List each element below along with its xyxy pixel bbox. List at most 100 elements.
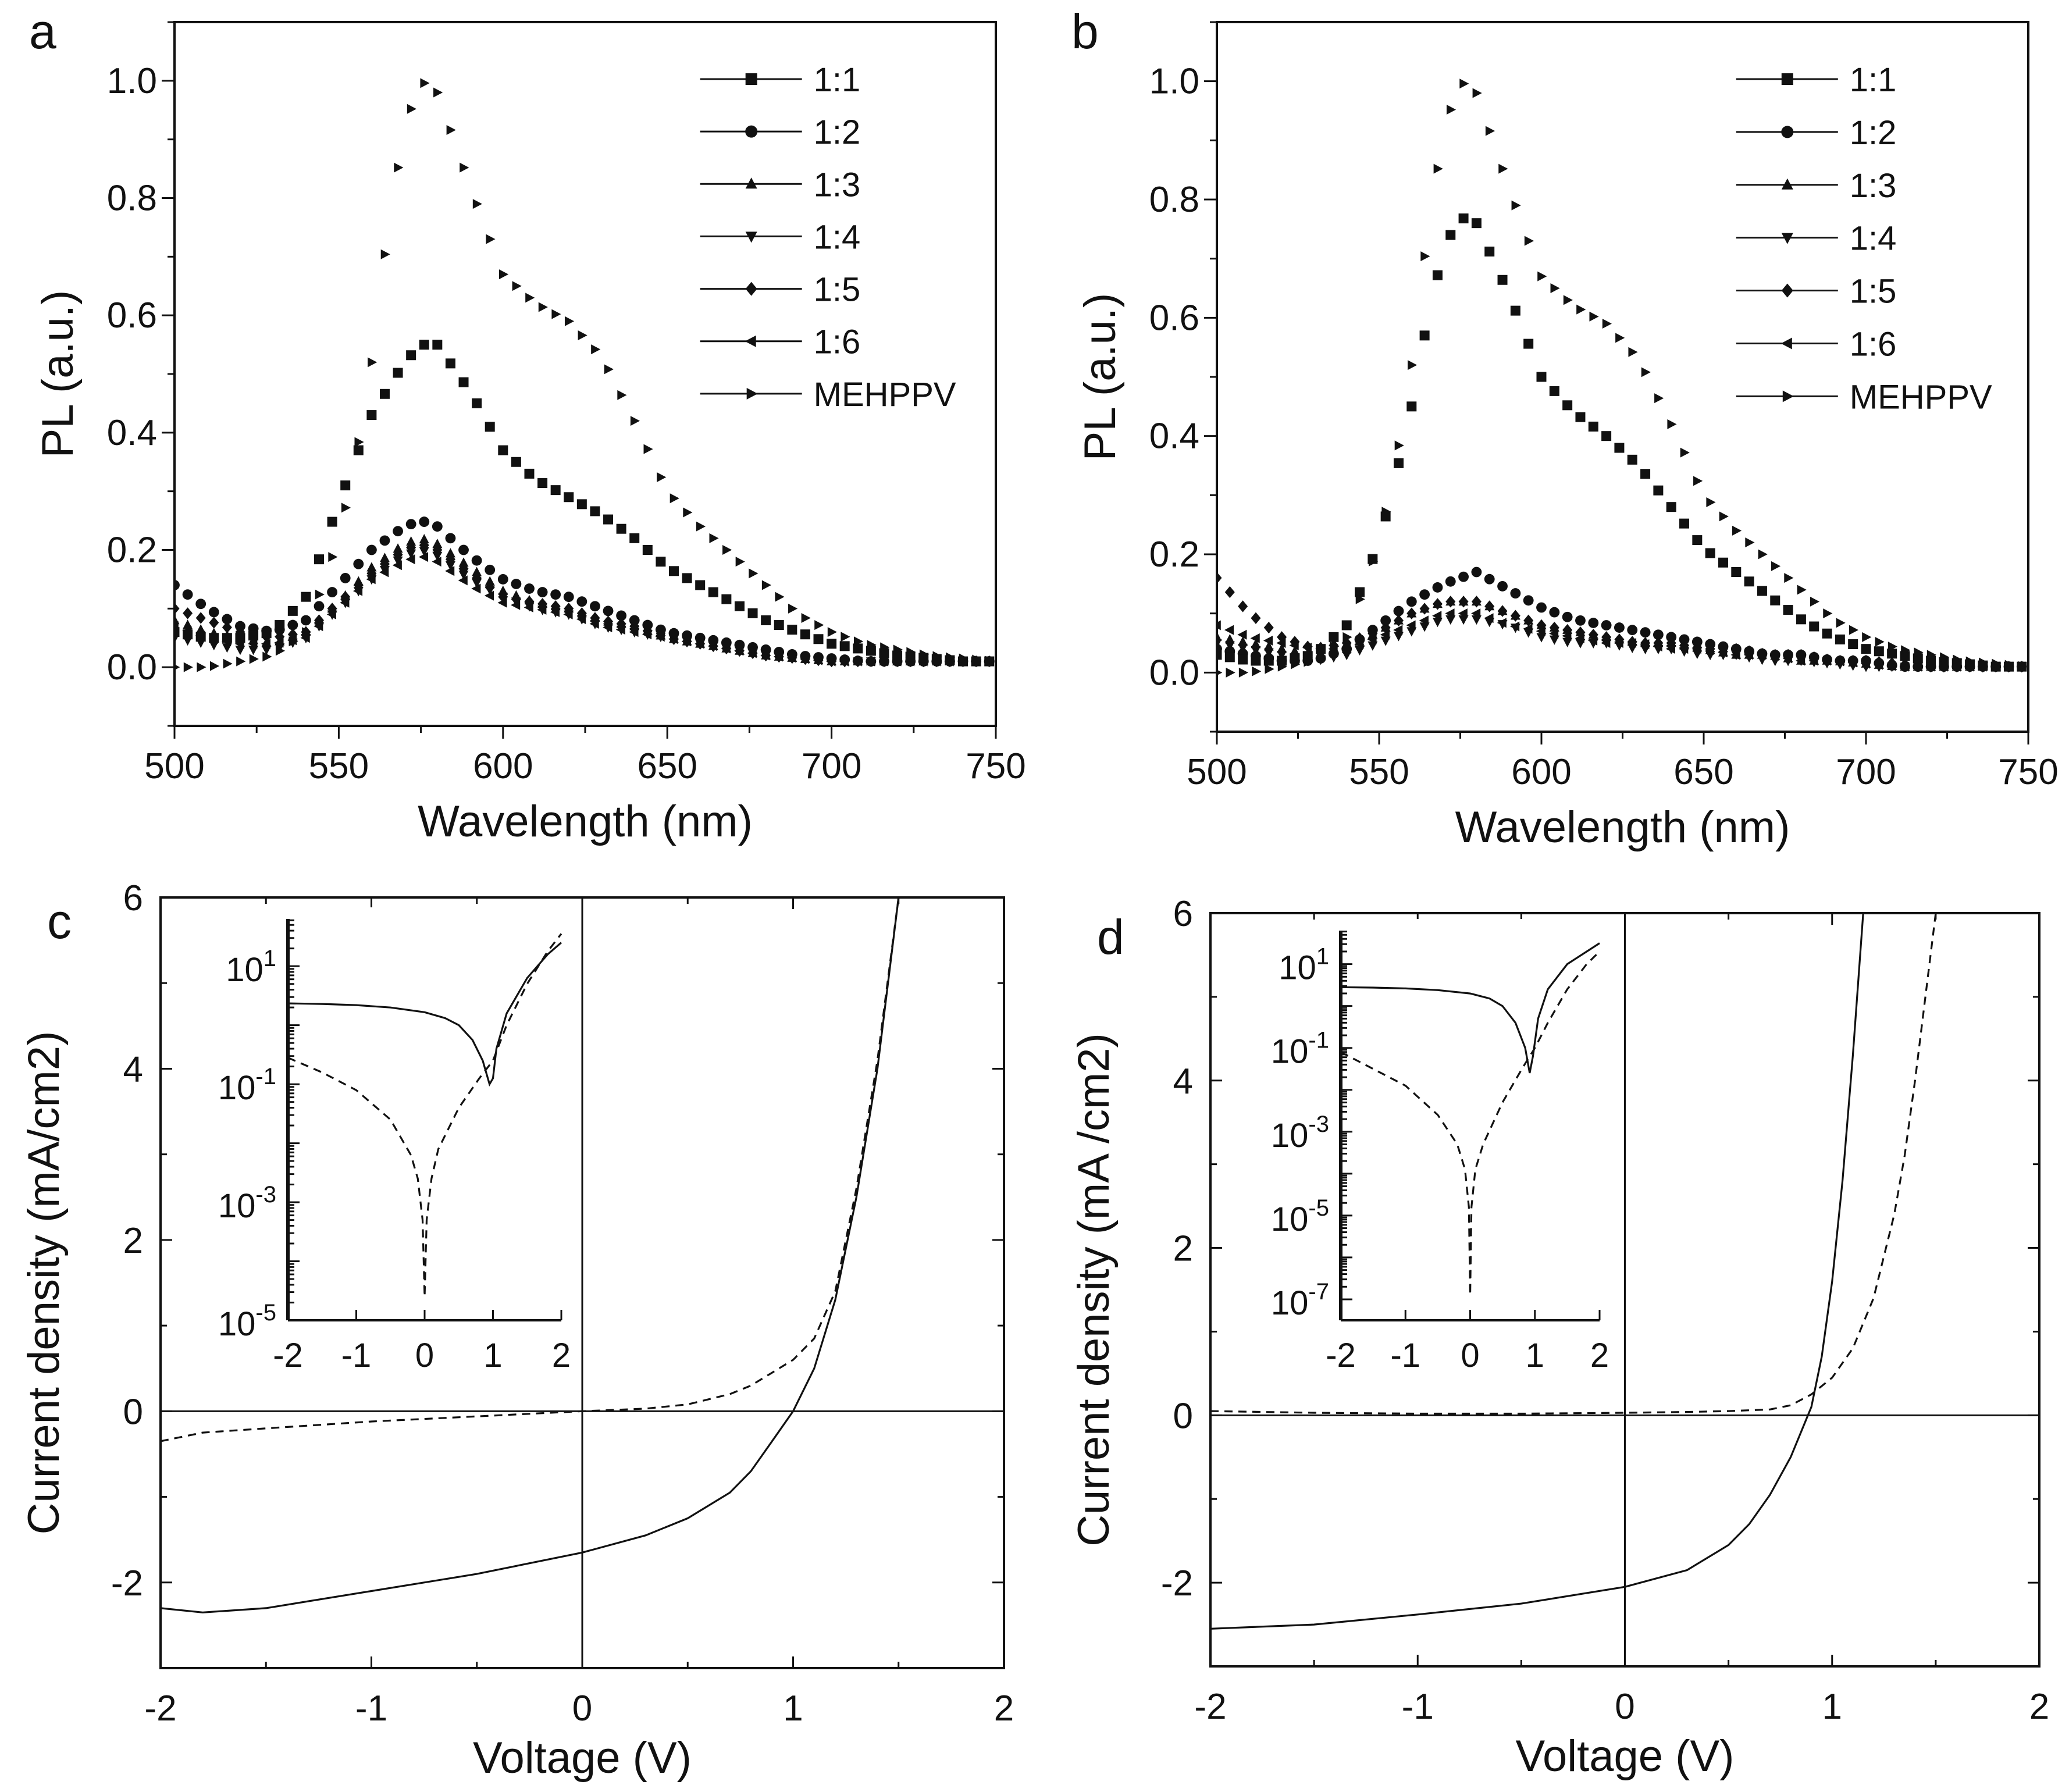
data-point [1406, 401, 1417, 412]
data-point [1666, 502, 1676, 512]
data-point [407, 104, 417, 114]
legend-marker [746, 387, 758, 400]
data-point [1217, 650, 1222, 660]
x-tick-label: 650 [1673, 752, 1733, 792]
data-point [484, 590, 494, 601]
legend-marker [745, 177, 757, 189]
inset-y-tick-base: 10 [1279, 949, 1316, 987]
legend-item-1:2: 1:2 [700, 113, 860, 151]
data-point [222, 621, 232, 633]
legend-label: 1:5 [1850, 273, 1897, 311]
x-tick-label: 2 [994, 1688, 1014, 1729]
data-point [222, 643, 232, 653]
y-axis-title: PL (a.u.) [33, 290, 83, 458]
panel-label: b [1071, 4, 1099, 59]
data-point [906, 647, 916, 657]
data-point [867, 640, 877, 650]
legend-marker [745, 282, 757, 296]
data-point [1445, 596, 1456, 608]
data-point [642, 619, 653, 630]
data-point [315, 589, 325, 600]
data-point [175, 615, 180, 625]
data-point [328, 552, 338, 562]
x-tick-label: 1 [783, 1688, 803, 1729]
data-point [301, 592, 311, 602]
data-point [472, 199, 482, 209]
data-point [446, 125, 456, 136]
data-point [209, 617, 219, 629]
data-point [1419, 603, 1430, 615]
x-tick-label: -1 [355, 1688, 387, 1729]
data-point [1432, 270, 1443, 280]
data-point [590, 601, 600, 612]
data-point [1888, 642, 1897, 652]
data-point [380, 249, 390, 259]
data-point [275, 620, 285, 630]
data-point [1484, 246, 1495, 256]
data-point [1835, 655, 1846, 666]
data-point [445, 561, 455, 571]
data-point [603, 605, 614, 617]
data-point [394, 162, 404, 173]
legend-item-1:2: 1:2 [1736, 114, 1896, 152]
inset-y-tick-base: 10 [1271, 1117, 1309, 1155]
y-tick-label: 0.4 [1149, 416, 1199, 457]
data-point [1265, 664, 1274, 674]
plot-area [175, 78, 995, 672]
y-axis-title: Current density (mA/cm2) [19, 1031, 69, 1535]
data-point [472, 572, 482, 585]
data-point [1692, 650, 1703, 660]
data-point [668, 633, 679, 645]
data-point [419, 340, 429, 350]
data-point [314, 622, 325, 632]
series-MEHPPV [175, 78, 995, 672]
inset-y-tick-base: 10 [1271, 1200, 1309, 1238]
y-tick-label: 0.4 [107, 413, 157, 453]
data-point [1627, 636, 1637, 648]
data-point [420, 78, 430, 88]
data-point [1861, 655, 1871, 666]
data-point [1250, 633, 1260, 643]
data-point [578, 330, 587, 340]
data-point [775, 592, 785, 602]
data-point [209, 641, 219, 651]
data-point [1549, 621, 1559, 634]
y-tick-label: 0 [1173, 1396, 1193, 1436]
chart-panel-d: -2 -1 0 1 2 -2 0 2 4 6 Voltage (V) Current density … [1069, 894, 2049, 1781]
data-point [1458, 213, 1469, 224]
data-point [1615, 333, 1625, 343]
data-point [1640, 469, 1651, 479]
data-point [1601, 431, 1612, 441]
data-point [366, 575, 377, 585]
data-point [1536, 602, 1547, 613]
legend-item-1:3: 1:3 [1736, 167, 1896, 205]
inset-plot-area [1341, 942, 1601, 1295]
data-point [223, 658, 233, 669]
inset-y-tick-label: 10-3 [218, 1182, 276, 1225]
data-point [1238, 636, 1248, 646]
data-point [222, 614, 233, 625]
data-point [445, 548, 455, 558]
data-point [1484, 618, 1495, 628]
data-point [1368, 641, 1378, 651]
y-tick-label: 0.2 [107, 530, 157, 571]
data-point [445, 358, 455, 369]
data-point [708, 587, 718, 597]
y-tick-label: 6 [1173, 894, 1193, 934]
data-point [1640, 644, 1651, 655]
panel-label: c [47, 894, 72, 949]
data-point [1797, 585, 1807, 595]
data-point [1380, 615, 1391, 626]
y-tick-label: 2 [1173, 1229, 1193, 1269]
data-point [564, 603, 574, 615]
data-point [195, 598, 206, 610]
legend-label: 1:1 [814, 61, 861, 99]
inset-x-tick-label: -1 [1390, 1337, 1420, 1374]
data-point [183, 619, 193, 629]
data-point [314, 554, 325, 565]
data-point [379, 558, 390, 570]
data-point [642, 625, 653, 637]
data-point [576, 615, 587, 625]
data-point [1563, 295, 1573, 305]
data-point [1380, 636, 1391, 646]
